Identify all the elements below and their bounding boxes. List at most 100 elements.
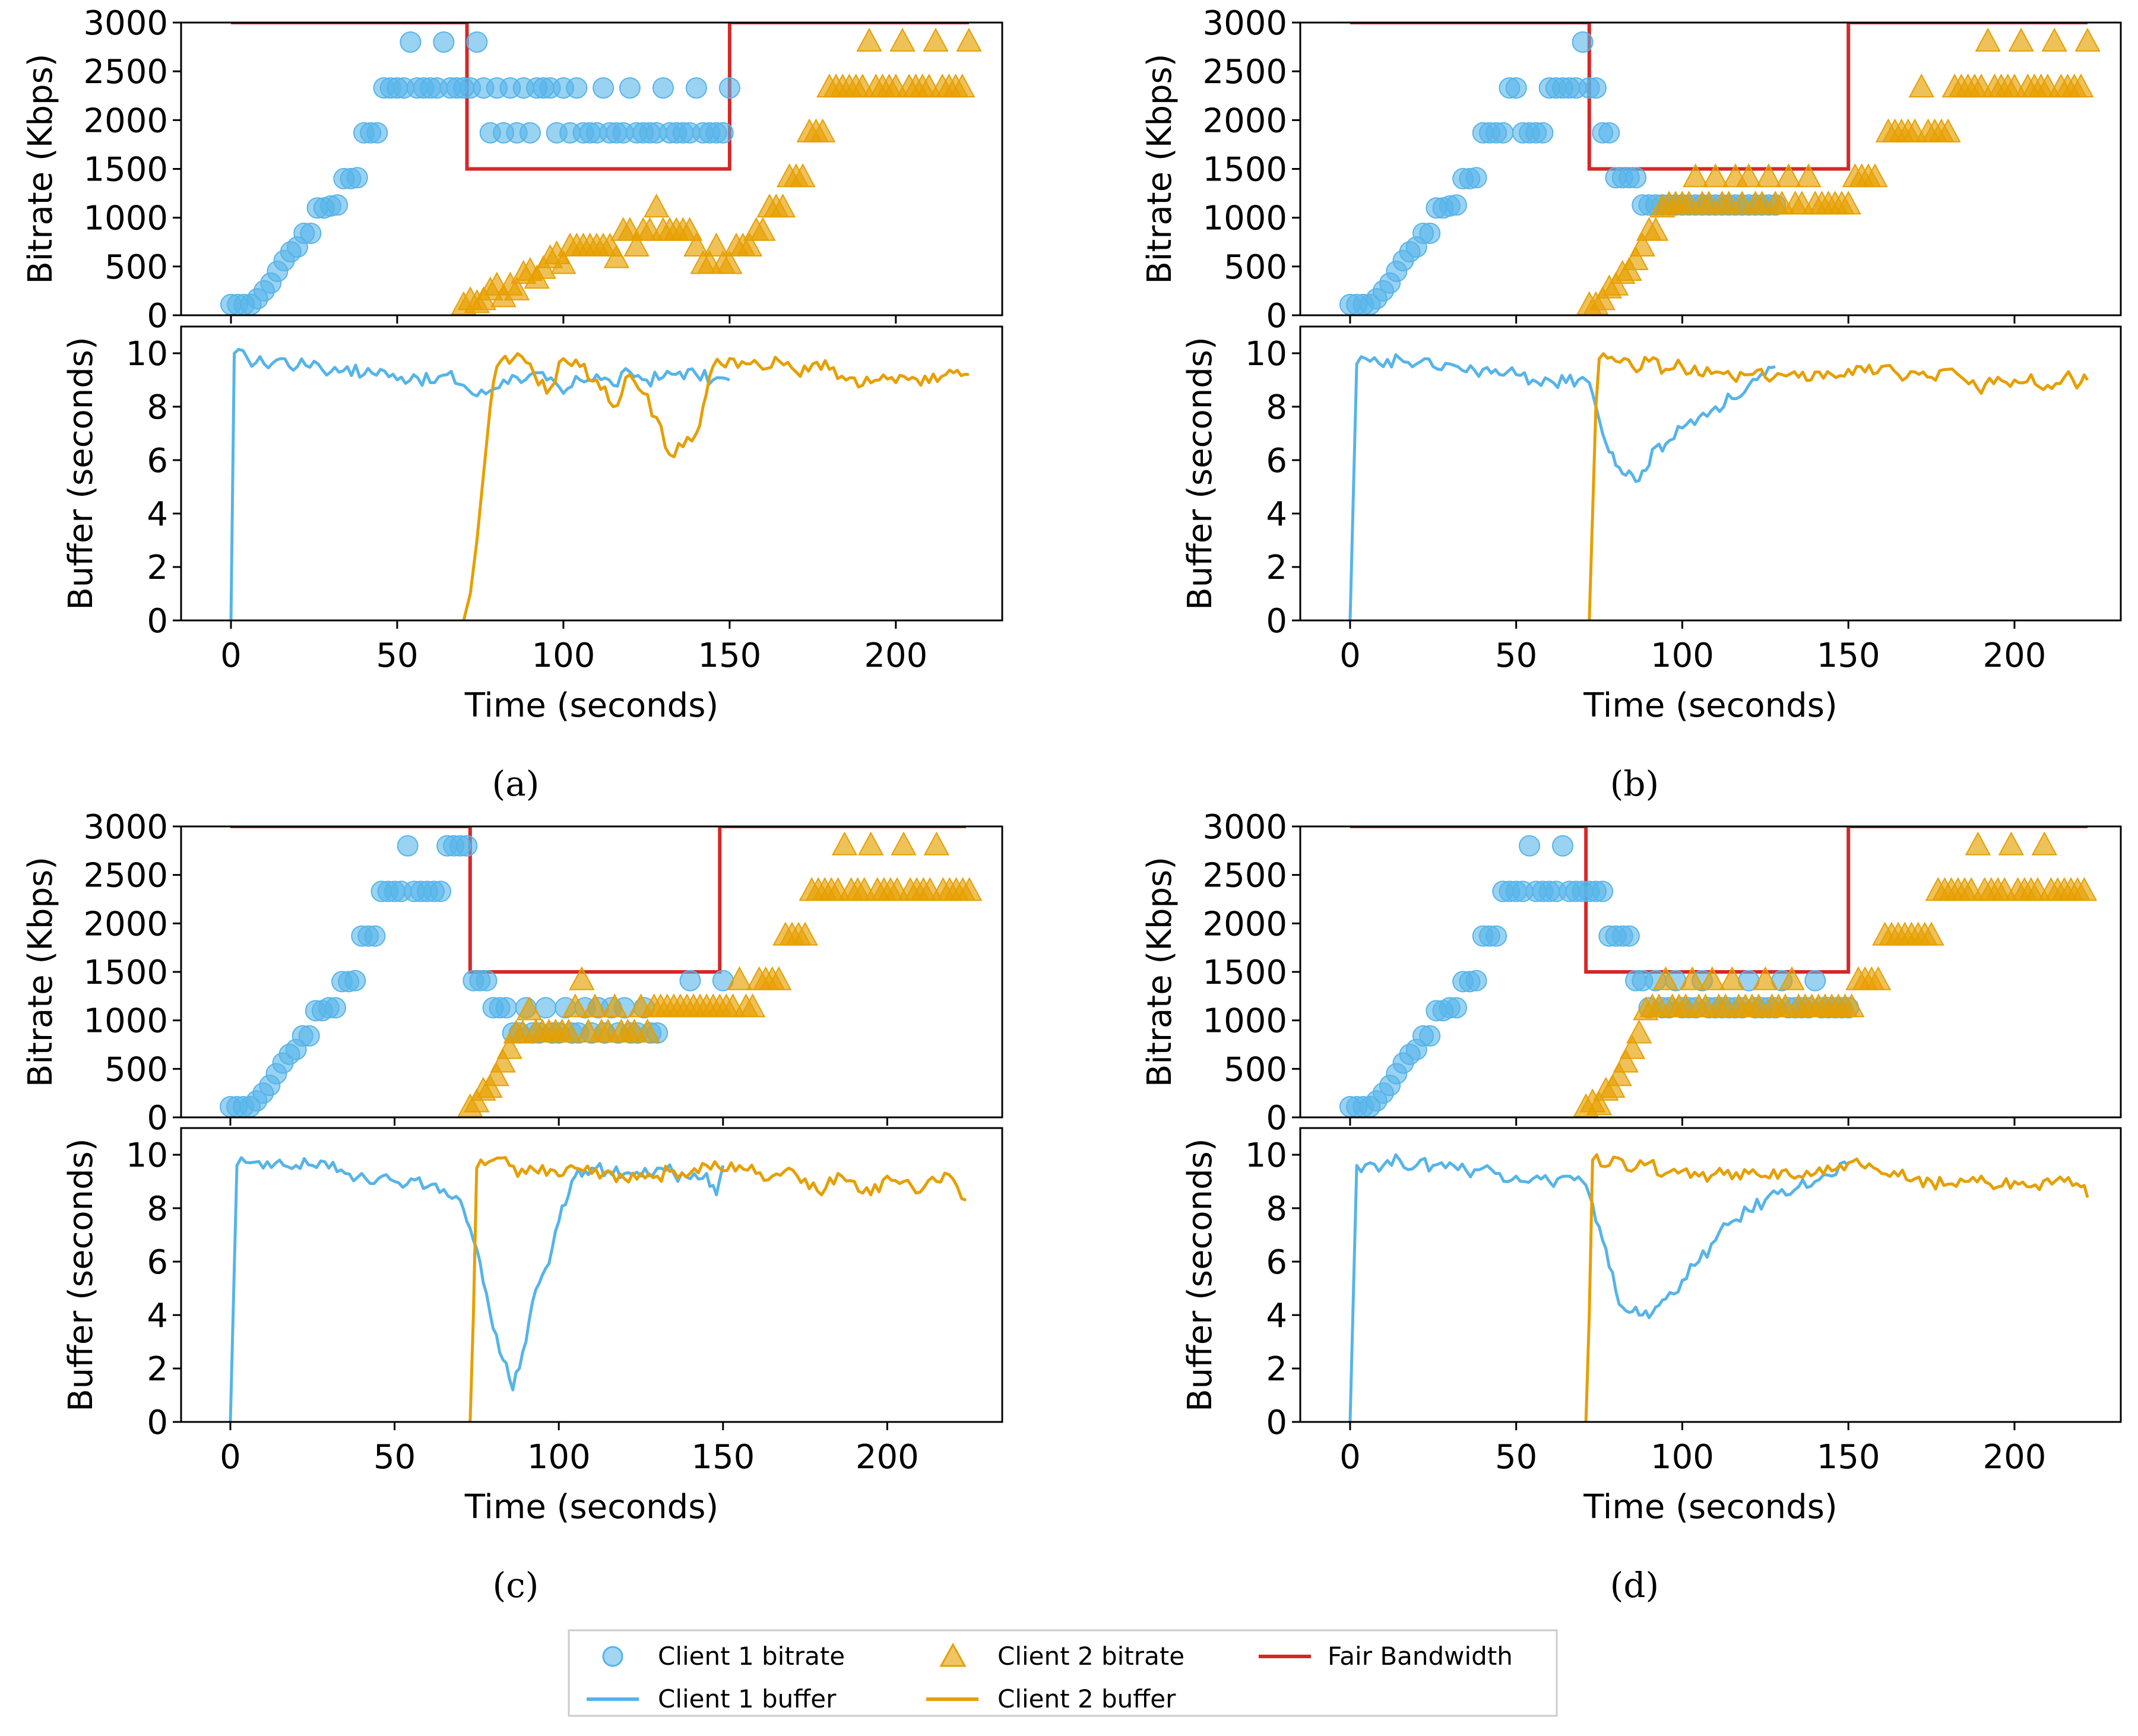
client1-bitrate-point bbox=[1598, 122, 1620, 144]
fair-bandwidth-line bbox=[230, 826, 967, 974]
client2-bitrate-point bbox=[1935, 118, 1961, 142]
client1-bitrate-point bbox=[1445, 194, 1467, 216]
bitrate-ytick-label: 500 bbox=[104, 1050, 168, 1089]
buffer-ytick-label: 0 bbox=[1266, 602, 1287, 641]
buffer-ytick-label: 6 bbox=[147, 442, 168, 480]
client2-bitrate-point bbox=[923, 27, 949, 52]
legend-label-client2-bitrate: Client 2 bitrate bbox=[997, 1642, 1184, 1671]
client2-bitrate-point bbox=[1839, 993, 1865, 1018]
client2-bitrate-point bbox=[1626, 1019, 1652, 1044]
client1-bitrate-point bbox=[619, 77, 641, 99]
bitrate-ytick-label: 1500 bbox=[1202, 151, 1287, 189]
buffer-ytick-label: 0 bbox=[147, 602, 168, 641]
client2-bitrate-point bbox=[623, 232, 650, 256]
client2-bitrate-point bbox=[1629, 232, 1655, 256]
legend-label-client1-bitrate: Client 1 bitrate bbox=[658, 1642, 845, 1671]
client2-bitrate-point bbox=[2031, 831, 2057, 856]
buffer-ytick-label: 2 bbox=[147, 549, 168, 587]
bitrate-subplot: 0 500 1000 1500 2000 2500 3000 Bitrate (Kbps) bbox=[1141, 4, 2122, 335]
client1-bitrate-point bbox=[476, 970, 498, 991]
client1-bitrate-point bbox=[325, 997, 347, 1019]
client1-bitrate-point bbox=[1492, 122, 1514, 144]
client1-bitrate-point bbox=[495, 997, 517, 1019]
client1-bitrate-point bbox=[718, 77, 740, 99]
client2-bitrate-point bbox=[1756, 163, 1782, 188]
client2-bitrate-point bbox=[562, 993, 588, 1018]
buffer-ytick-label: 10 bbox=[126, 1136, 168, 1175]
bitrate-ytick-label: 0 bbox=[147, 297, 168, 335]
client2-bitrate-point bbox=[889, 27, 916, 52]
buffer-xtick-label: 200 bbox=[1983, 1438, 2047, 1477]
bitrate-ytick-label: 500 bbox=[1224, 1050, 1287, 1089]
buffer-xtick-label: 150 bbox=[1817, 636, 1880, 675]
client2-bitrate-point bbox=[582, 993, 608, 1018]
client2-bitrate-point bbox=[569, 966, 595, 990]
bitrate-ytick-label: 3000 bbox=[1202, 4, 1287, 43]
client1-bitrate-point bbox=[1445, 997, 1467, 1019]
time-axis-label: Time (seconds) bbox=[464, 686, 718, 725]
client2-bitrate-point bbox=[1702, 163, 1729, 188]
buffer-xtick-label: 0 bbox=[1339, 636, 1361, 675]
buffer-plot-area bbox=[229, 347, 970, 620]
bitrate-ytick-label: 0 bbox=[1266, 1099, 1287, 1138]
client2-bitrate-point bbox=[949, 74, 975, 98]
client2-bitrate-point bbox=[703, 232, 730, 256]
client2-bitrate-point bbox=[644, 194, 670, 218]
bitrate-ytick-label: 3000 bbox=[83, 808, 168, 847]
buffer-ytick-label: 10 bbox=[126, 335, 168, 373]
buffer-axes-frame bbox=[1299, 325, 2122, 622]
client2-bitrate-point bbox=[739, 993, 766, 1018]
panel-caption: (d) bbox=[1610, 1565, 1659, 1605]
bitrate-plot-area bbox=[1339, 23, 2101, 315]
client1-bitrate-point bbox=[1485, 925, 1507, 947]
client1-bitrate-point bbox=[1419, 222, 1441, 244]
client2-bitrate-point bbox=[831, 831, 858, 856]
client2-bitrate-point bbox=[477, 1073, 503, 1098]
client1-bitrate-point bbox=[1532, 122, 1554, 144]
buffer-ytick-label: 4 bbox=[1266, 1297, 1287, 1335]
buffer-axes-frame bbox=[180, 325, 1003, 622]
legend-item-client1-buffer: Client 1 buffer bbox=[587, 1684, 837, 1713]
bitrate-ytick-label: 3000 bbox=[1202, 808, 1287, 847]
client1-bitrate-point bbox=[679, 970, 701, 991]
client2-bitrate-point bbox=[956, 877, 983, 901]
bitrate-axis-label: Bitrate (Kbps) bbox=[1141, 53, 1179, 284]
buffer-axis-label: Buffer (seconds) bbox=[62, 337, 100, 610]
buffer-ytick-label: 6 bbox=[1266, 1243, 1287, 1282]
buffer-ytick-label: 8 bbox=[147, 388, 168, 427]
client1-bitrate-point bbox=[652, 77, 674, 99]
client2-bitrate-point bbox=[858, 831, 884, 856]
buffer-axis-label: Buffer (seconds) bbox=[62, 1138, 100, 1411]
buffer-xtick-label: 100 bbox=[527, 1438, 591, 1477]
bitrate-subplot: 0 500 1000 1500 2000 2500 3000 Bitrate (Kbps) bbox=[1141, 808, 2122, 1138]
client2-bitrate-point bbox=[1752, 966, 1778, 990]
buffer-plot-area bbox=[1348, 1153, 2089, 1422]
bitrate-ytick-label: 2000 bbox=[1202, 905, 1287, 943]
bitrate-ytick-label: 1000 bbox=[1202, 199, 1287, 238]
bitrate-ytick-label: 2000 bbox=[83, 905, 168, 943]
buffer-plot-area bbox=[229, 1156, 967, 1422]
client2-bitrate-point bbox=[2071, 877, 2098, 901]
bitrate-plot-area bbox=[1339, 826, 2098, 1117]
client2-bitrate-point bbox=[1643, 217, 1669, 241]
client2-bitrate-point bbox=[1795, 163, 1822, 188]
buffer-ytick-label: 8 bbox=[1266, 1190, 1287, 1228]
legend-circle-marker bbox=[602, 1646, 623, 1667]
buffer-ytick-label: 2 bbox=[1266, 1350, 1287, 1389]
bitrate-ytick-label: 500 bbox=[1224, 248, 1287, 287]
buffer-ytick-label: 2 bbox=[147, 1350, 168, 1389]
bitrate-ytick-label: 2000 bbox=[1202, 102, 1287, 140]
client2-bitrate-point bbox=[891, 831, 917, 856]
buffer-xtick-label: 150 bbox=[1817, 1438, 1880, 1477]
client1-bitrate-point bbox=[433, 31, 455, 53]
time-axis-label: Time (seconds) bbox=[464, 1488, 718, 1526]
buffer-xtick-label: 50 bbox=[373, 1438, 416, 1477]
client2-bitrate-point bbox=[1719, 966, 1746, 990]
bitrate-ytick-label: 1000 bbox=[83, 199, 168, 238]
client1-bitrate-point bbox=[400, 31, 422, 53]
bitrate-ytick-label: 500 bbox=[104, 248, 168, 287]
